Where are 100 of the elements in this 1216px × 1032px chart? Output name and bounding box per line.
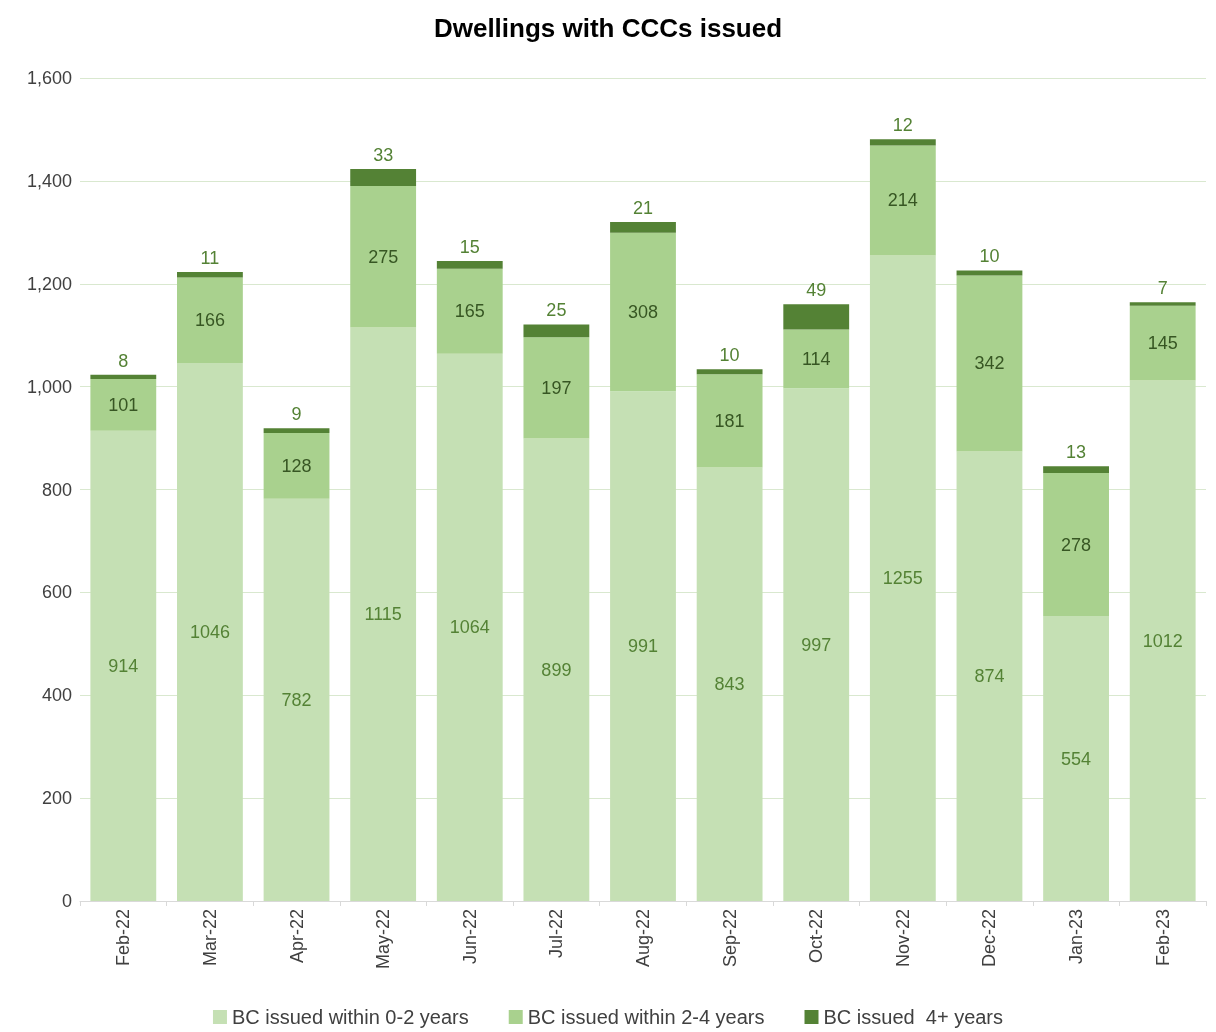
data-label: 8 (118, 350, 129, 371)
bar (610, 232, 676, 392)
y-tick-label: 600 (41, 582, 72, 603)
data-label: 7 (1157, 278, 1168, 299)
data-label: 166 (194, 310, 225, 331)
bar (696, 467, 763, 901)
data-label: 342 (974, 353, 1005, 374)
bar (956, 270, 1023, 276)
bar (869, 255, 936, 901)
data-label: 1115 (364, 604, 402, 625)
bar (436, 268, 503, 354)
bar (696, 369, 763, 375)
y-tick-label: 800 (41, 479, 72, 500)
y-tick-label: 1,400 (26, 170, 72, 191)
data-label: 10 (719, 345, 740, 366)
bar (1129, 380, 1196, 901)
bar (956, 451, 1023, 901)
bar (610, 391, 676, 901)
data-label: 997 (801, 634, 832, 655)
x-tick-label: Aug-22 (633, 909, 653, 968)
x-tick-label: Nov-22 (892, 909, 913, 968)
data-label: 13 (1066, 442, 1087, 463)
x-tick-label: Jun-22 (459, 909, 480, 965)
bar (1043, 466, 1109, 474)
data-label: 1012 (1142, 630, 1183, 651)
data-label: 101 (108, 394, 139, 415)
data-label: 10 (979, 246, 1000, 267)
bar (1043, 473, 1109, 617)
chart-title: Dwellings with CCCs issued (433, 13, 783, 43)
x-tick-label: Jul-22 (546, 909, 567, 959)
x-tick-label: Jan-23 (1066, 909, 1087, 965)
bar (177, 277, 243, 363)
y-tick-label: 1,000 (26, 376, 72, 397)
bar (610, 222, 676, 233)
legend-label: BC issued within 2-4 years (527, 1006, 765, 1028)
data-label: 165 (454, 301, 485, 322)
y-tick-label: 1,200 (26, 273, 72, 294)
x-tick-label: May-22 (373, 909, 394, 970)
data-label: 197 (541, 377, 572, 398)
bar (177, 362, 243, 901)
x-tick-label: Apr-22 (286, 909, 307, 964)
bar (436, 353, 503, 901)
data-label: 214 (887, 190, 918, 211)
data-label: 1064 (449, 617, 490, 638)
data-label: 15 (459, 237, 480, 258)
bar (523, 324, 590, 338)
data-label: 181 (714, 410, 745, 431)
data-label: 843 (714, 674, 745, 695)
bar (523, 337, 590, 439)
bar (350, 169, 417, 187)
data-label: 899 (541, 659, 572, 680)
bar (783, 304, 850, 330)
bar (783, 329, 850, 389)
legend-label: BC issued within 0-2 years (231, 1006, 469, 1028)
bar (523, 438, 590, 901)
bar (350, 327, 417, 901)
data-label: 49 (806, 280, 827, 301)
bar (90, 430, 157, 901)
data-label: 145 (1147, 333, 1178, 354)
x-tick-label: Dec-22 (979, 909, 1000, 968)
data-label: 991 (627, 636, 659, 657)
bar (436, 261, 503, 269)
x-tick-label: Feb-23 (1152, 909, 1173, 967)
y-tick-label: 400 (41, 685, 72, 706)
bar (90, 374, 157, 379)
bar (783, 388, 850, 901)
y-tick-label: 1,600 (26, 68, 72, 88)
data-label: 914 (108, 655, 139, 676)
x-tick-label: Oct-22 (806, 909, 827, 964)
bar (90, 378, 157, 431)
bar (1043, 616, 1109, 901)
bar (696, 374, 763, 468)
bar (1129, 305, 1196, 381)
bar (1129, 302, 1196, 306)
data-label: 1046 (189, 621, 230, 642)
x-tick-label: Sep-22 (719, 909, 740, 968)
bar (263, 428, 330, 433)
data-label: 9 (291, 404, 302, 425)
x-tick-label: Mar-22 (199, 909, 220, 967)
bar (869, 145, 936, 256)
data-label: 11 (200, 247, 220, 268)
data-label: 308 (627, 302, 659, 323)
data-label: 25 (546, 300, 567, 321)
data-label: 278 (1061, 534, 1092, 555)
data-label: 275 (368, 246, 399, 267)
x-tick-label: Feb-22 (113, 909, 134, 967)
data-label: 874 (974, 666, 1005, 687)
bar (956, 275, 1023, 452)
legend-label: BC issued 4+ years (823, 1006, 1004, 1028)
data-label: 12 (892, 115, 913, 136)
bar (177, 271, 243, 278)
data-label: 554 (1061, 748, 1092, 769)
data-label: 1255 (882, 568, 923, 589)
bar (263, 432, 330, 499)
data-label: 21 (632, 198, 654, 219)
y-tick-label: 200 (41, 788, 72, 809)
data-label: 782 (281, 689, 312, 710)
bar (263, 498, 330, 901)
data-label: 33 (373, 145, 394, 166)
bar (869, 139, 936, 146)
